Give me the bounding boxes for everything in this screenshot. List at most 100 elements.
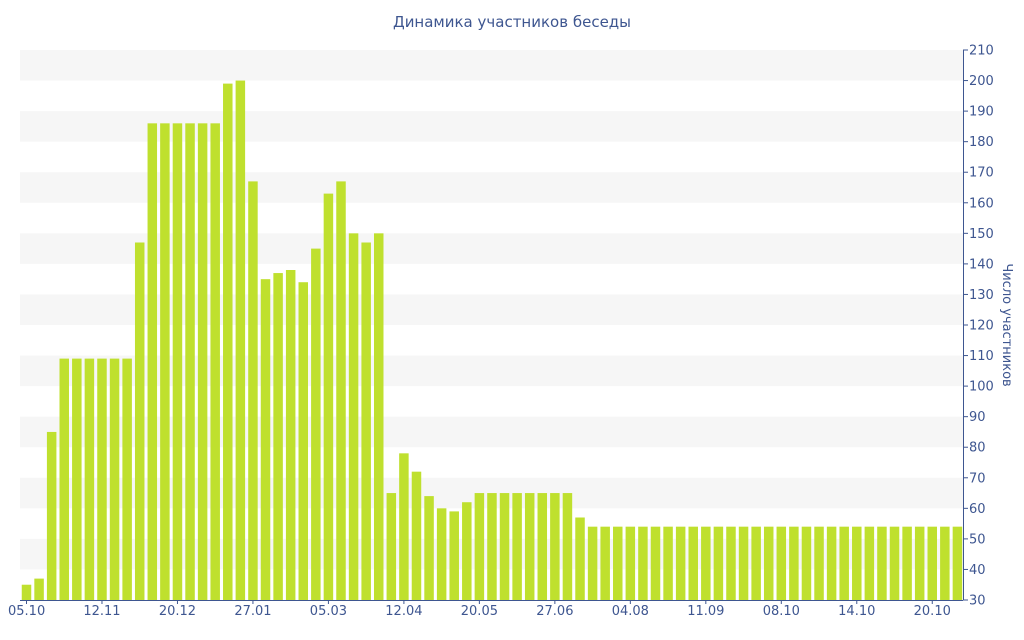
chart-title: Динамика участников беседы xyxy=(392,13,632,31)
bar xyxy=(411,471,422,600)
bar xyxy=(801,526,812,600)
bar xyxy=(826,526,837,600)
bar xyxy=(512,493,522,600)
y-tick-label: 90 xyxy=(969,410,986,425)
bar xyxy=(46,431,57,600)
bar xyxy=(373,233,384,600)
bar xyxy=(952,526,963,600)
bar xyxy=(688,526,698,600)
x-tick-label: 05.10 xyxy=(8,604,45,619)
bar xyxy=(751,526,761,600)
bar-series xyxy=(21,80,963,601)
y-tick-label: 190 xyxy=(969,105,994,120)
y-tick-label: 110 xyxy=(969,349,994,364)
bar xyxy=(97,358,107,600)
bar xyxy=(537,493,548,600)
bar xyxy=(336,181,346,600)
y-axis-label: Число участников xyxy=(999,263,1014,386)
bar xyxy=(562,493,573,600)
bar xyxy=(386,493,397,600)
bar xyxy=(462,502,472,600)
bar xyxy=(260,279,271,600)
x-tick-label: 04.08 xyxy=(612,604,649,619)
y-tick-label: 210 xyxy=(969,44,994,59)
x-tick-label: 20.05 xyxy=(461,604,498,619)
bar xyxy=(436,508,447,600)
x-tick-label: 11.09 xyxy=(687,604,724,619)
bar xyxy=(638,526,648,600)
y-tick-label: 130 xyxy=(969,288,994,303)
bar xyxy=(713,526,724,600)
bar xyxy=(311,248,321,601)
x-tick-label: 20.10 xyxy=(914,604,951,619)
y-tick-label: 50 xyxy=(969,532,986,547)
bar xyxy=(902,526,912,600)
bar xyxy=(323,193,334,601)
bar xyxy=(789,526,799,600)
bar xyxy=(776,526,787,600)
bar xyxy=(663,526,673,600)
bar xyxy=(34,578,44,600)
bar xyxy=(814,526,824,600)
bar xyxy=(575,517,585,600)
bar xyxy=(399,453,409,600)
bar xyxy=(839,526,849,600)
bar xyxy=(852,526,862,600)
grid-band xyxy=(20,50,963,81)
bar xyxy=(235,80,246,600)
bar xyxy=(72,358,82,600)
x-tick-label: 20.12 xyxy=(159,604,196,619)
bar xyxy=(273,273,283,600)
y-tick-label: 40 xyxy=(969,563,986,578)
bar xyxy=(877,526,887,600)
y-tick-label: 140 xyxy=(969,257,994,272)
bar xyxy=(84,358,95,600)
bar xyxy=(474,493,485,600)
bar xyxy=(499,493,510,600)
y-tick-label: 70 xyxy=(969,471,986,486)
bar xyxy=(914,526,925,600)
bar xyxy=(285,270,296,600)
y-tick-label: 60 xyxy=(969,502,986,517)
bar xyxy=(147,123,158,600)
bar xyxy=(223,83,233,601)
bar xyxy=(940,526,950,600)
x-tick-label: 12.04 xyxy=(385,604,422,619)
bar xyxy=(675,526,686,600)
bar xyxy=(587,526,598,600)
bar xyxy=(424,496,434,600)
bar xyxy=(487,493,497,600)
bar xyxy=(298,282,309,600)
bar xyxy=(197,123,208,600)
y-tick-label: 170 xyxy=(969,166,994,181)
bar xyxy=(600,526,610,600)
x-tick-label: 27.01 xyxy=(234,604,271,619)
bar xyxy=(361,242,371,600)
bar xyxy=(738,526,749,600)
bar xyxy=(763,526,774,600)
bar xyxy=(726,526,736,600)
y-tick-label: 80 xyxy=(969,441,986,456)
bar xyxy=(613,526,623,600)
y-tick-label: 120 xyxy=(969,319,994,334)
x-tick-label: 12.11 xyxy=(83,604,120,619)
bar xyxy=(59,358,69,600)
bar xyxy=(927,526,938,600)
y-tick-label: 200 xyxy=(969,74,994,89)
bar xyxy=(210,123,220,600)
bar xyxy=(248,181,258,600)
bar xyxy=(524,493,535,600)
bar xyxy=(109,358,120,600)
bar xyxy=(185,123,195,600)
y-tick-label: 180 xyxy=(969,135,994,150)
y-tick-label: 30 xyxy=(969,594,986,609)
bar xyxy=(134,242,145,600)
bar xyxy=(21,584,32,600)
bar xyxy=(889,526,900,600)
x-tick-label: 27.06 xyxy=(536,604,573,619)
y-tick-label: 100 xyxy=(969,380,994,395)
bar xyxy=(348,233,359,600)
bar xyxy=(172,123,183,600)
